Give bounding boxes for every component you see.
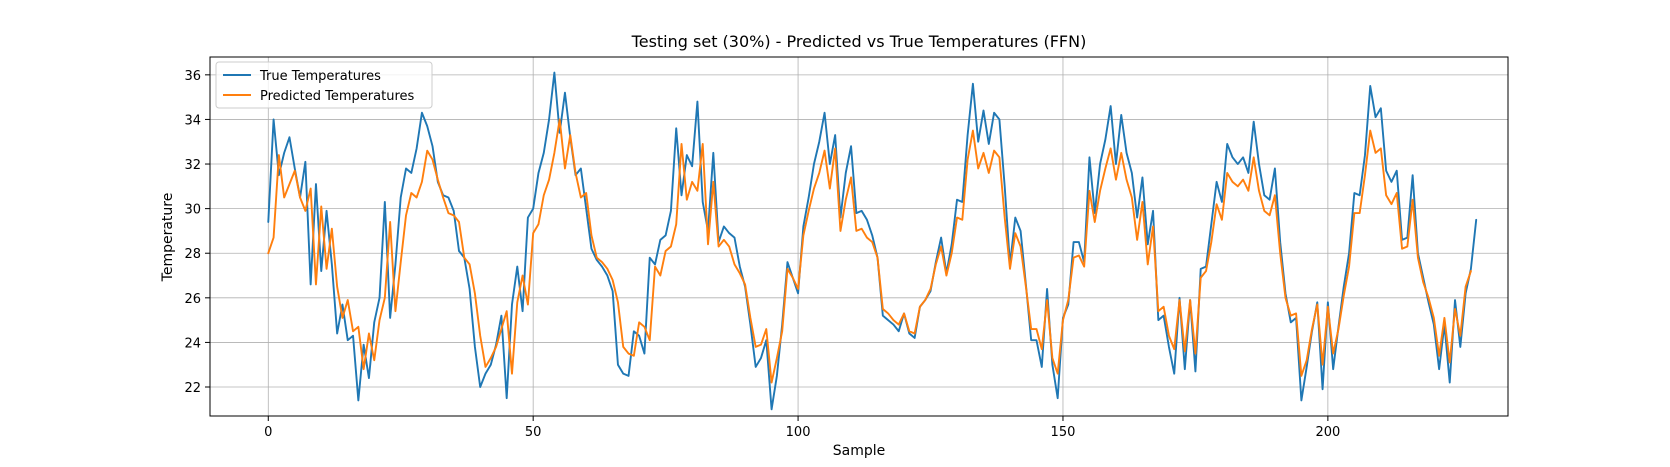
x-tick-label: 50 [525, 425, 542, 440]
grid [210, 57, 1508, 416]
legend: True Temperatures Predicted Temperatures [215, 61, 433, 109]
series-line-predicted [267, 118, 1472, 384]
plot-frame [209, 56, 1509, 417]
y-axis: 22 24 26 28 30 32 34 36 [184, 69, 210, 396]
x-tick-label: 150 [1051, 425, 1076, 440]
y-tick-label: 22 [184, 381, 201, 396]
x-tick-label: 0 [264, 425, 272, 440]
chart-title: Testing set (30%) - Predicted vs True Te… [631, 32, 1087, 51]
series-layer [267, 71, 1478, 411]
y-tick-label: 26 [184, 292, 201, 307]
x-tick-label: 100 [786, 425, 811, 440]
y-tick-label: 32 [184, 158, 201, 173]
y-tick-label: 24 [184, 336, 201, 351]
y-tick-label: 36 [184, 69, 201, 84]
series-line-true [267, 71, 1478, 411]
x-axis: 0 50 100 150 200 [264, 416, 1340, 440]
y-axis-label: Temperature [160, 193, 176, 283]
y-tick-label: 28 [184, 247, 201, 262]
x-tick-label: 200 [1315, 425, 1340, 440]
legend-label-predicted: Predicted Temperatures [260, 89, 415, 104]
legend-box [215, 61, 433, 109]
y-tick-label: 34 [184, 113, 201, 128]
legend-label-true: True Temperatures [259, 69, 381, 84]
y-tick-label: 30 [184, 203, 201, 218]
x-axis-label: Sample [833, 443, 886, 459]
